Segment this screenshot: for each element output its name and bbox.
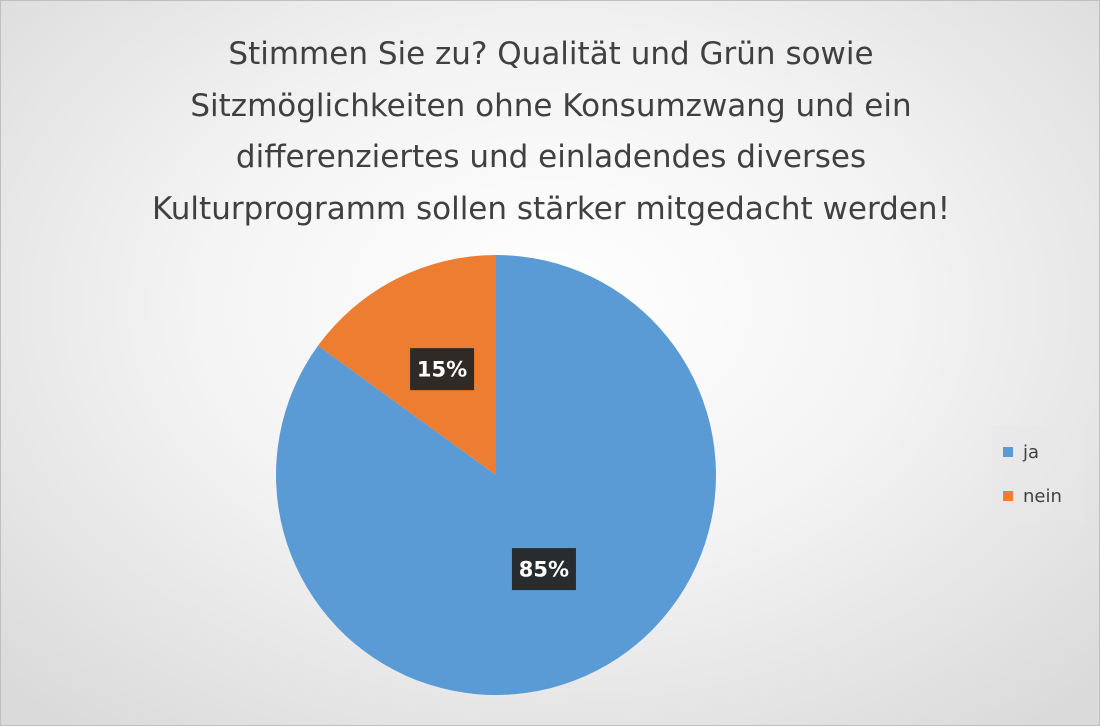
data-label-nein: 15% [410, 348, 475, 391]
legend-entry-nein: nein [1003, 484, 1084, 508]
legend-swatch-nein [1003, 491, 1013, 501]
pie-slice-nein [318, 255, 496, 475]
data-label-text: 15% [417, 358, 467, 382]
pie-data-labels: 85% 15% [410, 348, 576, 591]
data-label-text: 85% [519, 558, 569, 582]
legend: ja nein [992, 426, 1084, 522]
chart-title: Stimmen Sie zu? Qualität und Grün sowie … [111, 29, 991, 235]
legend-entry-ja: ja [1003, 440, 1084, 464]
legend-label-nein: nein [1023, 485, 1062, 507]
legend-label-ja: ja [1023, 441, 1040, 463]
pie-slice-ja [276, 255, 716, 695]
legend-swatch-ja [1003, 447, 1013, 457]
data-label-box [511, 548, 576, 591]
title-line-3: differenziertes und einladendes diverses [235, 139, 867, 175]
title-line-1: Stimmen Sie zu? Qualität und Grün sowie [228, 36, 874, 72]
pie-slices [276, 255, 716, 695]
title-line-4: Kulturprogramm sollen stärker mitgedacht… [152, 190, 950, 227]
data-label-ja: 85% [511, 548, 576, 591]
data-label-box [410, 348, 475, 391]
title-line-2: Sitzmöglichkeiten ohne Konsumzwang und e… [190, 87, 912, 124]
